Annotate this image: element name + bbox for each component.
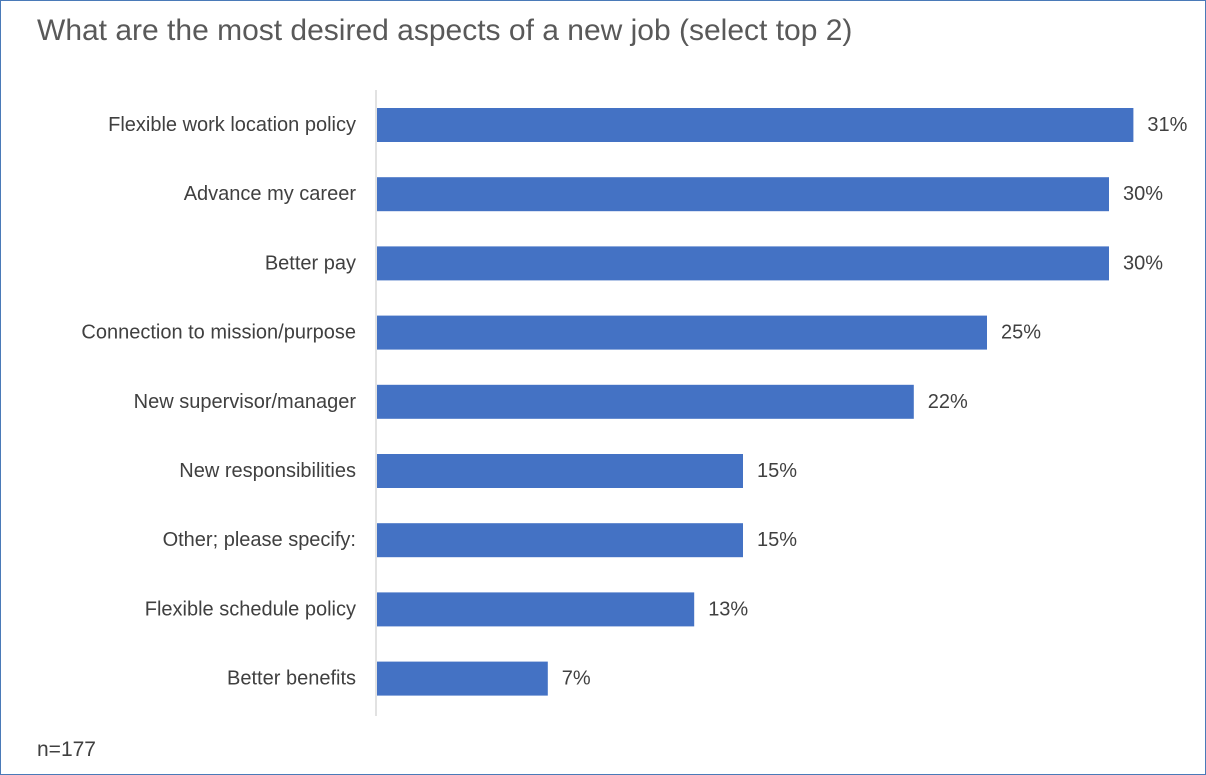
value-label-8: 7% (562, 668, 591, 690)
category-label-3: Connection to mission/purpose (81, 322, 356, 344)
bar-6 (377, 523, 743, 558)
category-label-2: Better pay (265, 252, 356, 274)
category-label-4: New supervisor/manager (134, 391, 357, 413)
bar-8 (377, 661, 548, 696)
bar-1 (377, 177, 1109, 212)
category-label-6: Other; please specify: (163, 529, 356, 551)
value-label-6: 15% (757, 529, 797, 551)
bar-5 (377, 454, 743, 488)
category-label-8: Better benefits (227, 668, 356, 690)
bar-7 (377, 592, 695, 627)
value-label-0: 31% (1147, 114, 1187, 136)
category-label-0: Flexible work location policy (108, 114, 356, 136)
chart-title: What are the most desired aspects of a n… (37, 14, 853, 47)
category-label-7: Flexible schedule policy (145, 598, 356, 620)
value-label-3: 25% (1001, 322, 1041, 344)
value-label-1: 30% (1123, 183, 1163, 205)
category-label-1: Advance my career (184, 183, 357, 205)
value-label-4: 22% (928, 391, 968, 413)
value-label-7: 13% (708, 598, 748, 620)
bar-4 (377, 384, 914, 419)
bar-2 (377, 246, 1109, 281)
bar-3 (377, 315, 987, 350)
value-label-5: 15% (757, 460, 797, 482)
category-label-5: New responsibilities (179, 460, 356, 482)
sample-size-note: n=177 (37, 738, 96, 761)
value-label-2: 30% (1123, 252, 1163, 274)
bar-0 (377, 108, 1134, 142)
